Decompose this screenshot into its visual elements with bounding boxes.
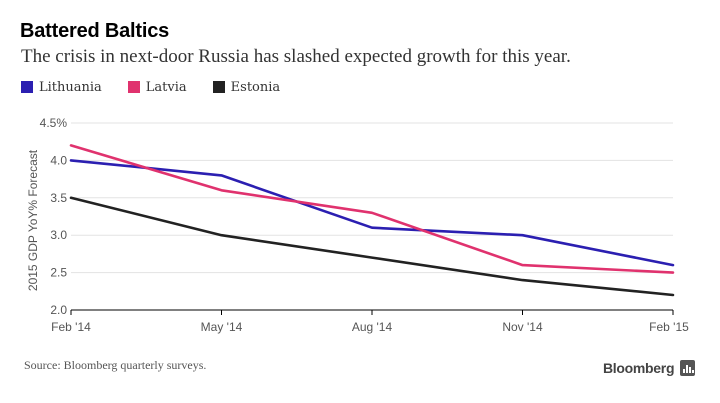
legend-label-latvia: Latvia — [145, 79, 187, 95]
x-tick-label: May '14 — [201, 320, 243, 334]
y-tick-label: 4.0 — [50, 153, 67, 167]
series-line-lithuania — [69, 159, 675, 267]
legend-label-lithuania: Lithuania — [39, 79, 102, 95]
x-tick-label: Aug '14 — [352, 320, 393, 334]
chart-subtitle: The crisis in next-door Russia has slash… — [21, 46, 571, 67]
bloomberg-logo-icon — [680, 360, 695, 376]
legend-label-estonia: Estonia — [230, 79, 281, 95]
y-tick-label: 4.5% — [40, 116, 68, 130]
legend-item-latvia: Latvia — [127, 79, 187, 95]
x-tick-label: Feb '14 — [51, 320, 91, 334]
series-line-latvia — [69, 144, 675, 274]
bloomberg-logo-text: Bloomberg — [603, 360, 675, 376]
source-note: Source: Bloomberg quarterly surveys. — [24, 358, 207, 372]
y-tick-label: 3.5 — [50, 191, 67, 205]
x-tick-label: Feb '15 — [649, 320, 689, 334]
legend: Lithuania Latvia Estonia — [21, 79, 306, 95]
chart-title: Battered Baltics — [20, 20, 170, 42]
legend-swatch-estonia — [212, 81, 225, 93]
y-tick-label: 2.0 — [50, 303, 67, 317]
legend-item-lithuania: Lithuania — [21, 80, 102, 95]
legend-swatch-latvia — [127, 81, 140, 93]
legend-swatch-lithuania — [21, 81, 33, 93]
series-line-estonia — [69, 196, 675, 297]
y-tick-label: 2.5 — [50, 266, 67, 280]
y-axis-label: 2015 GDP YoY% Forecast — [26, 149, 40, 291]
legend-item-estonia: Estonia — [212, 79, 281, 95]
y-tick-label: 3.0 — [50, 228, 67, 242]
x-tick-label: Nov '14 — [502, 320, 543, 334]
